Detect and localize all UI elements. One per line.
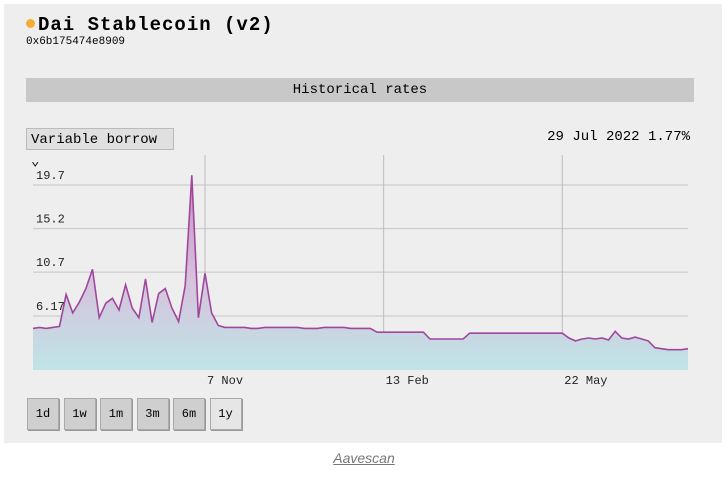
token-title: Dai Stablecoin (v2) [26,14,274,36]
y-tick-label: 15.2 [36,213,65,227]
caption[interactable]: Aavescan [333,450,395,466]
y-tick-label: 19.7 [36,169,65,183]
range-button[interactable]: 6m [173,398,205,430]
current-value: 1.77% [647,129,690,145]
current-rate: 29 Jul 2022 1.77% [547,129,690,145]
x-tick-label: 13 Feb [386,374,429,388]
x-tick-label: 22 May [564,374,607,388]
current-date: 29 Jul 2022 [547,129,640,145]
y-tick-label: 10.7 [36,256,65,270]
rate-select[interactable]: Variable borrow ⌄ [26,128,174,170]
token-icon [26,19,35,28]
y-tick-label: 6.17 [36,300,65,314]
section-title: Historical rates [26,78,694,102]
select-label: Variable borrow [31,132,158,148]
range-button[interactable]: 3m [136,398,169,430]
range-button[interactable]: 1w [63,398,96,430]
range-button[interactable]: 1y [209,398,242,430]
rate-line [32,175,689,351]
title-text: Dai Stablecoin (v2) [38,14,274,36]
select-arrow: ⌄ [31,154,40,170]
range-button[interactable]: 1m [100,398,132,430]
token-address: 0x6b175474e8909 [26,36,126,48]
x-tick-label: 7 Nov [207,374,243,388]
range-button[interactable]: 1d [27,398,59,430]
area [33,175,688,370]
